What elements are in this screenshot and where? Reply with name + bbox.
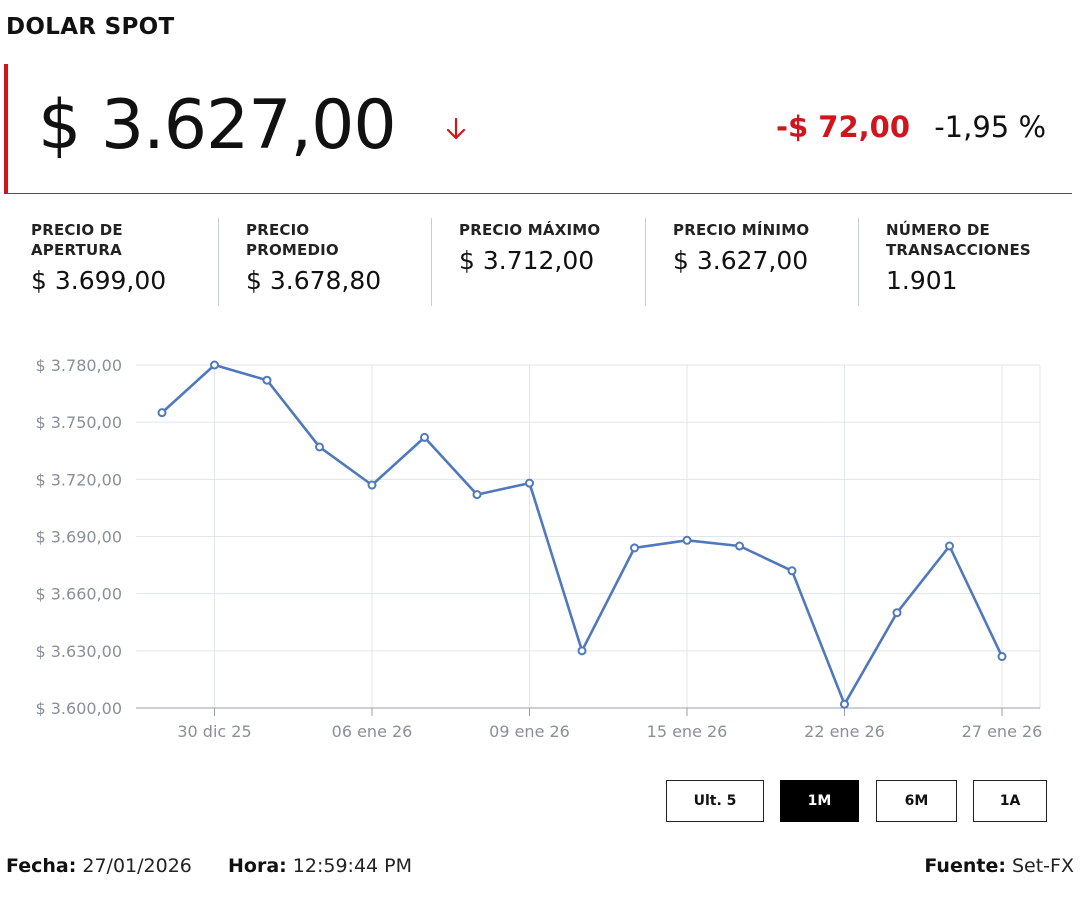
x-tick-label: 09 ene 26 — [489, 722, 570, 741]
date-label: Fecha: — [6, 855, 77, 877]
stat-label: NÚMERO DE TRANSACCIONES — [886, 221, 1031, 259]
data-point — [157, 408, 167, 418]
y-tick-label: $ 3.630,00 — [35, 642, 122, 661]
data-point — [945, 541, 954, 551]
price-change-amount: -$ 72,00 — [775, 110, 910, 144]
stat-label: PRECIO DE APERTURA — [31, 221, 123, 259]
current-price: $ 3.627,00 — [38, 86, 397, 165]
range-selector: Ult. 5 1M 6M 1A — [0, 780, 1080, 824]
x-tick-label: 15 ene 26 — [647, 722, 728, 741]
date-value: 27/01/2026 — [82, 855, 192, 877]
line-chart: $ 3.600,00 $ 3.630,00 $ 3.660,00 $ 3.690,00… — [35, 356, 1043, 741]
data-point — [367, 480, 377, 490]
data-point — [892, 608, 902, 618]
stat-max-price: PRECIO MÁXIMO $ 3.712,00 — [431, 218, 645, 306]
range-button-ult5[interactable]: Ult. 5 — [666, 780, 764, 822]
stat-label: PRECIO MÍNIMO — [673, 221, 810, 239]
y-tick-label: $ 3.600,00 — [35, 699, 122, 718]
price-stats: PRECIO DE APERTURA $ 3.699,00 PRECIO PRO… — [0, 218, 1080, 308]
arrow-down-icon — [446, 117, 466, 140]
footer-date: Fecha: 27/01/2026 — [6, 855, 192, 877]
stat-label: PRECIO PROMEDIO — [246, 221, 339, 259]
price-change-percent: -1,95 % — [934, 110, 1046, 144]
y-tick-label: $ 3.690,00 — [35, 528, 122, 547]
x-tick-label: 30 dic 25 — [177, 722, 251, 741]
data-point — [577, 646, 587, 656]
x-tick-label: 06 ene 26 — [332, 722, 413, 741]
source-label: Fuente: — [924, 855, 1006, 877]
data-point — [840, 699, 849, 709]
data-point — [262, 375, 272, 385]
price-panel: $ 3.627,00 -$ 72,00 -1,95 % — [4, 64, 1072, 194]
data-point — [997, 652, 1007, 662]
data-point — [210, 360, 219, 370]
y-tick-label: $ 3.660,00 — [35, 585, 122, 604]
data-point — [787, 566, 797, 576]
data-point — [525, 478, 534, 488]
stat-opening-price: PRECIO DE APERTURA $ 3.699,00 — [4, 218, 218, 306]
range-button-6m[interactable]: 6M — [876, 780, 957, 822]
time-value: 12:59:44 PM — [292, 855, 413, 877]
stat-min-price: PRECIO MÍNIMO $ 3.627,00 — [645, 218, 858, 306]
stat-value: $ 3.699,00 — [31, 266, 167, 295]
stat-value: 1.901 — [886, 266, 958, 295]
price-chart: $ 3.600,00 $ 3.630,00 $ 3.660,00 $ 3.690,00… — [0, 345, 1080, 755]
data-point — [315, 442, 324, 452]
y-tick-label: $ 3.720,00 — [35, 470, 122, 489]
y-tick-label: $ 3.750,00 — [35, 413, 122, 432]
stat-average-price: PRECIO PROMEDIO $ 3.678,80 — [218, 218, 432, 306]
data-point — [630, 543, 639, 553]
data-point — [682, 535, 692, 545]
range-button-1m[interactable]: 1M — [780, 780, 859, 822]
stat-label: PRECIO MÁXIMO — [459, 221, 601, 239]
stat-value: $ 3.678,80 — [246, 266, 382, 295]
stat-value: $ 3.627,00 — [673, 246, 809, 275]
x-tick-label: 27 ene 26 — [962, 722, 1043, 741]
stat-value: $ 3.712,00 — [459, 246, 595, 275]
stat-transactions: NÚMERO DE TRANSACCIONES 1.901 — [858, 218, 1074, 306]
data-point — [420, 432, 429, 442]
footer: Fecha: 27/01/2026 Hora: 12:59:44 PM Fuen… — [6, 855, 1074, 885]
footer-time: Hora: 12:59:44 PM — [228, 855, 412, 877]
source-value: Set-FX — [1011, 855, 1074, 877]
data-point — [472, 490, 482, 500]
x-tick-label: 22 ene 26 — [804, 722, 885, 741]
y-tick-label: $ 3.780,00 — [35, 356, 122, 375]
data-point — [735, 541, 744, 551]
page-title: DOLAR SPOT — [6, 14, 175, 40]
range-button-1a[interactable]: 1A — [973, 780, 1047, 822]
footer-source: Fuente: Set-FX — [924, 855, 1074, 877]
time-label: Hora: — [228, 855, 287, 877]
